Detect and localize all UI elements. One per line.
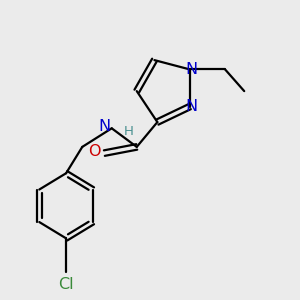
Text: N: N (98, 119, 110, 134)
Text: N: N (185, 99, 197, 114)
Text: Cl: Cl (58, 277, 74, 292)
Text: O: O (88, 144, 101, 159)
Text: H: H (124, 125, 134, 138)
Text: N: N (185, 62, 197, 77)
